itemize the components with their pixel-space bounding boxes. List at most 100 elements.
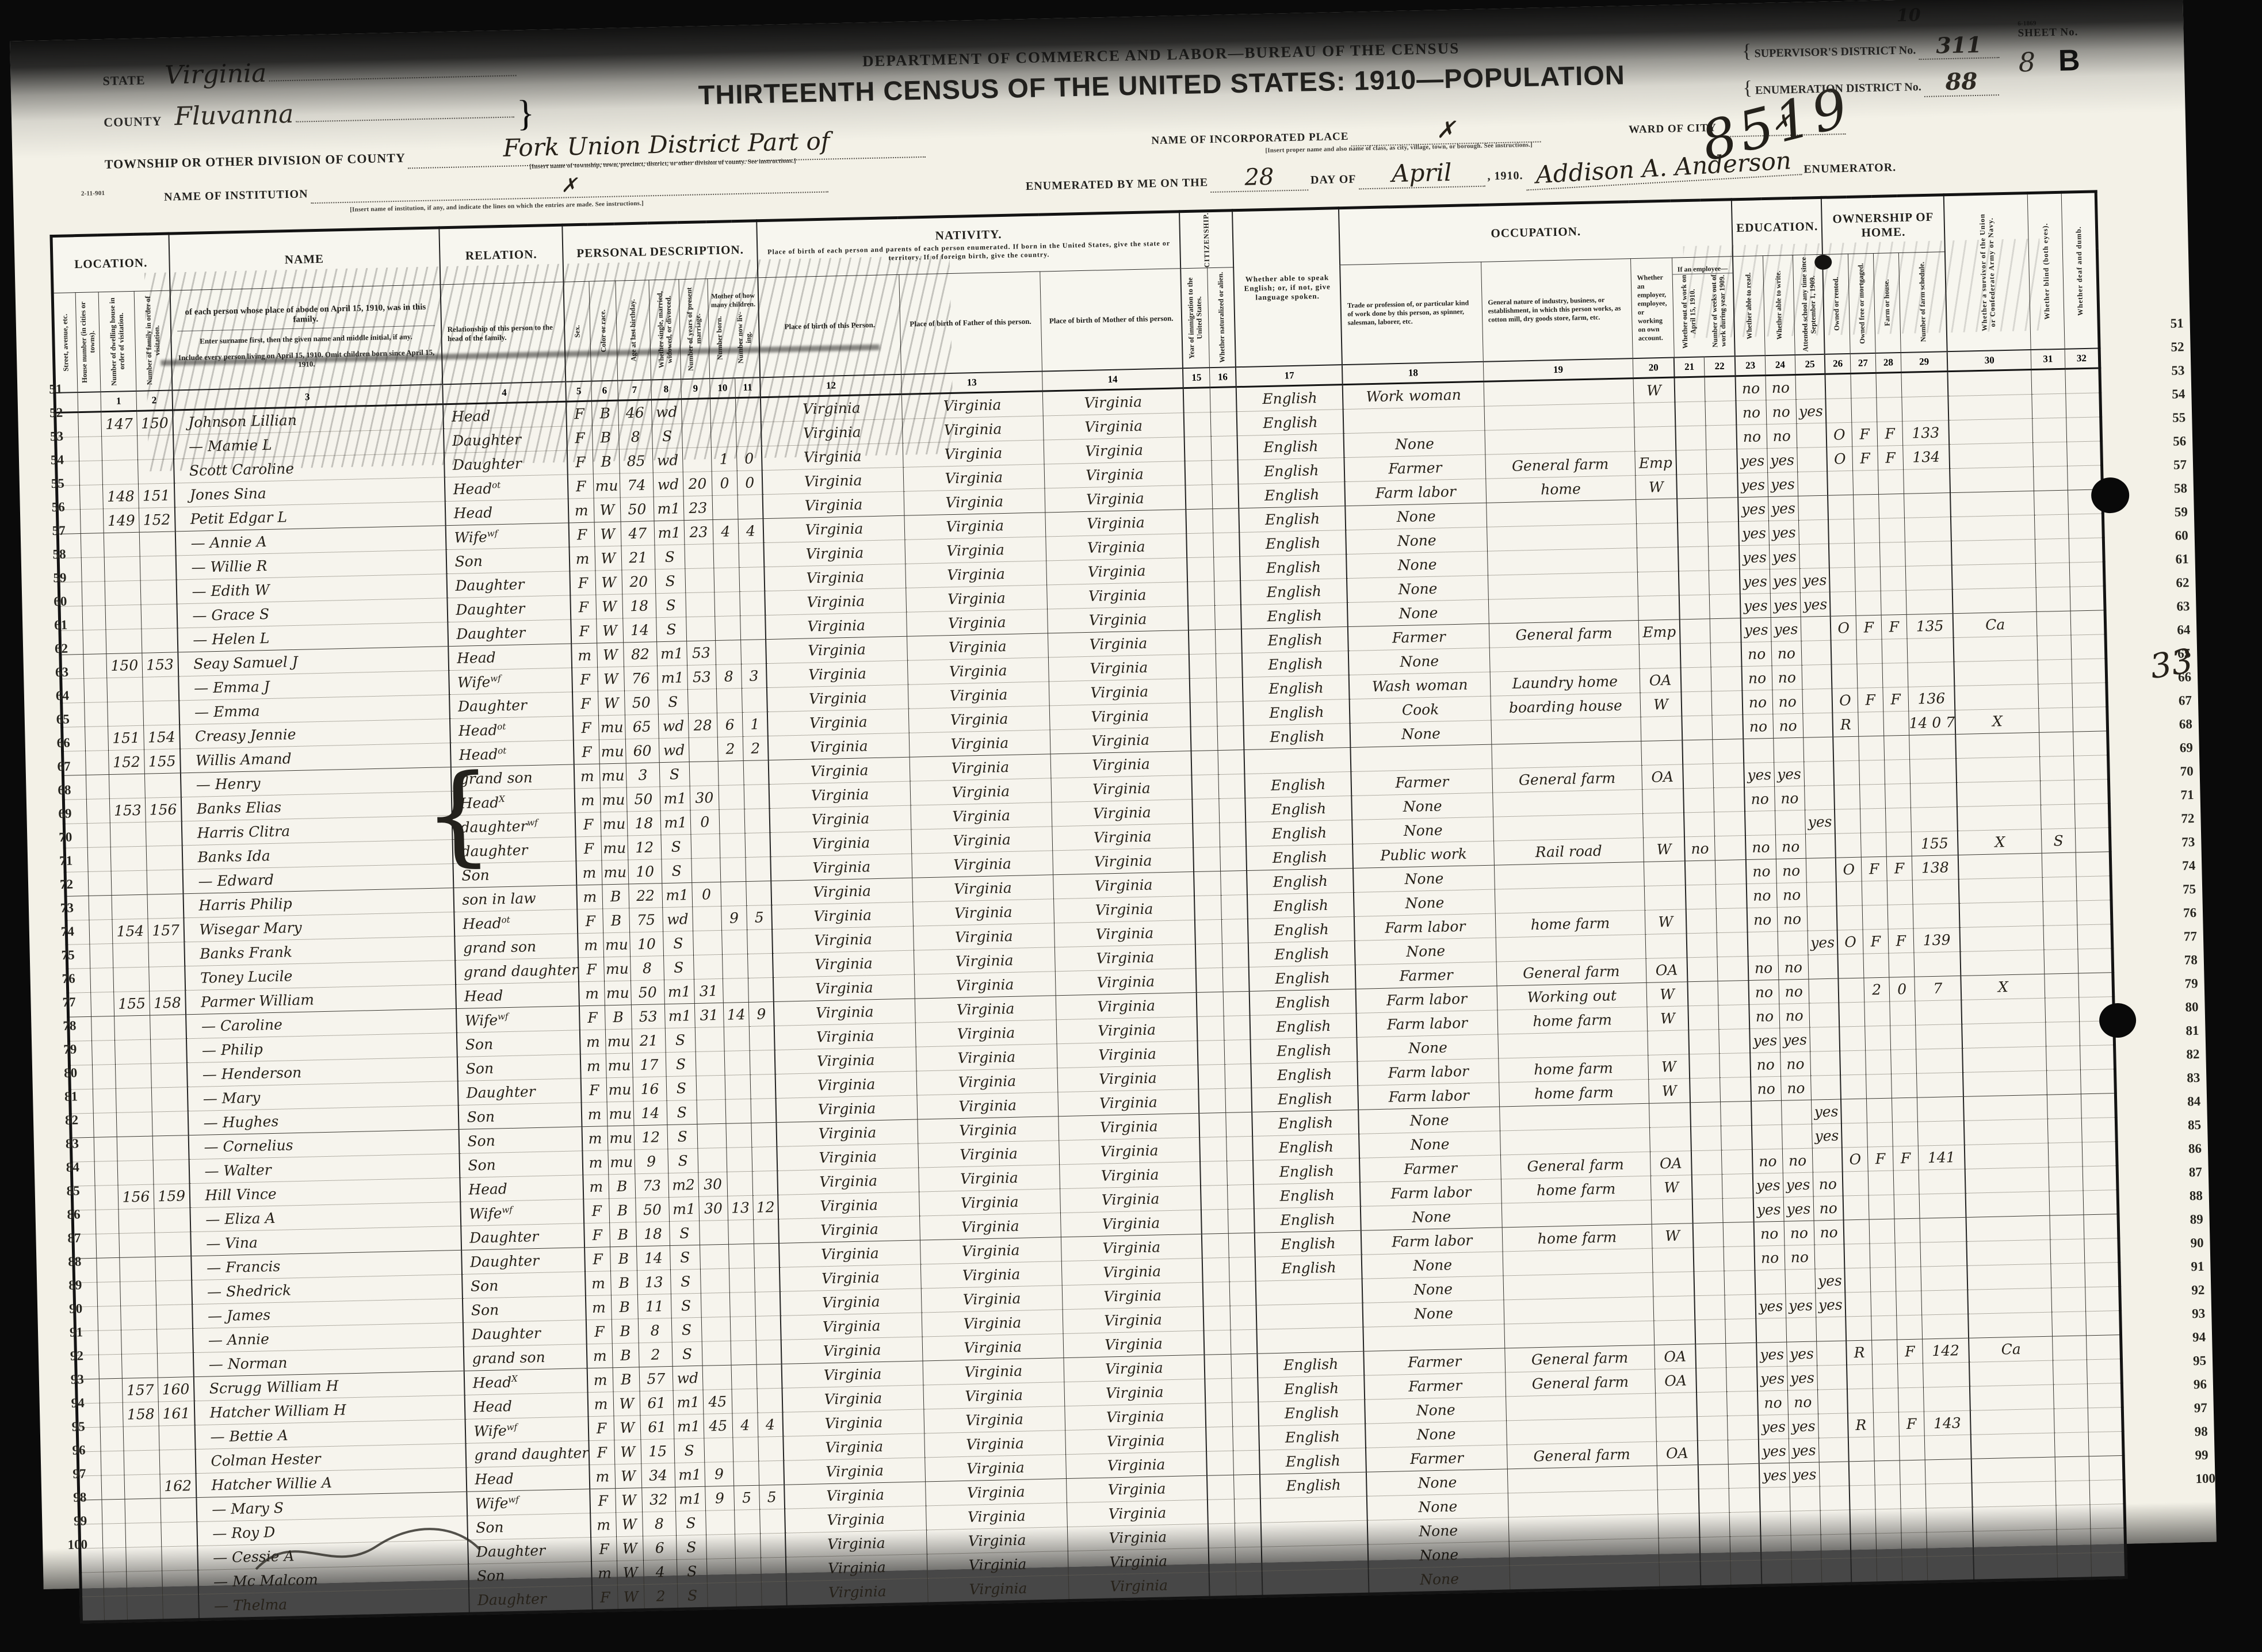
cell-cb: 14 bbox=[723, 1002, 750, 1027]
cell-family: 153 bbox=[142, 652, 178, 678]
cell-house bbox=[97, 1306, 121, 1331]
cell-outwork bbox=[1688, 1005, 1719, 1030]
cell-pobm: Virginia bbox=[1056, 1041, 1198, 1068]
line-number: 61 bbox=[54, 617, 68, 633]
cell-cl bbox=[738, 542, 765, 568]
cell-school bbox=[1820, 1509, 1851, 1535]
line-number: 64 bbox=[2177, 622, 2191, 637]
cell-yimm bbox=[1183, 387, 1210, 413]
cell-color: B bbox=[609, 1222, 637, 1247]
cell-industry bbox=[1508, 1538, 1659, 1566]
cell-yrs bbox=[706, 1558, 736, 1584]
cell-freemort: F bbox=[1862, 929, 1889, 954]
line-number: 85 bbox=[66, 1183, 80, 1198]
cell-dwelling bbox=[109, 774, 146, 799]
cell-sex: F bbox=[575, 812, 601, 837]
cell-relation: Son bbox=[462, 1295, 587, 1323]
cell-cb bbox=[726, 1147, 752, 1172]
cell-sched bbox=[1924, 1435, 1972, 1460]
cell-farmhouse: 0 bbox=[1889, 977, 1915, 1002]
cell-outwork bbox=[1692, 1222, 1724, 1248]
cell-trade: None bbox=[1365, 1396, 1507, 1424]
cell-employer: W bbox=[1645, 909, 1687, 935]
cell-weeks bbox=[1710, 618, 1741, 643]
cell-pobm: Virginia bbox=[1044, 485, 1186, 513]
cell-pob: Virginia bbox=[767, 709, 910, 736]
cell-pobm: Virginia bbox=[1054, 944, 1197, 972]
cell-color: B bbox=[609, 1198, 636, 1223]
cell-deaf bbox=[2065, 392, 2101, 418]
cell-write: no bbox=[1775, 834, 1806, 859]
cell-write: no bbox=[1776, 907, 1808, 932]
cell-sched bbox=[1920, 1265, 1968, 1291]
cell-house bbox=[78, 436, 102, 461]
line-number: 97 bbox=[2194, 1400, 2208, 1416]
cell-dwelling: 154 bbox=[112, 919, 148, 944]
cell-age: 10 bbox=[629, 931, 664, 957]
cell-yimm bbox=[1193, 847, 1221, 872]
cell-house bbox=[98, 1330, 122, 1355]
cell-color: mu bbox=[593, 473, 620, 499]
cell-weeks bbox=[1725, 1343, 1757, 1368]
cell-cl: 0 bbox=[736, 446, 763, 471]
cell-blind bbox=[2054, 1432, 2089, 1458]
cell-pobm: Virginia bbox=[1057, 1089, 1199, 1116]
cell-dwelling bbox=[124, 1450, 160, 1475]
line-number: 68 bbox=[58, 782, 71, 798]
cell-ownrent bbox=[1843, 1195, 1869, 1220]
cell-pobf: Virginia bbox=[913, 923, 1055, 951]
cell-industry bbox=[1488, 596, 1639, 624]
line-number: 99 bbox=[2195, 1447, 2208, 1463]
cell-school bbox=[1817, 1364, 1848, 1390]
cell-yrs bbox=[696, 1051, 725, 1076]
cell-vet bbox=[1957, 781, 2041, 807]
cell-write bbox=[1790, 1534, 1821, 1560]
cell-family bbox=[152, 1111, 189, 1137]
cell-vet bbox=[1951, 515, 2035, 541]
cell-write: no bbox=[1771, 665, 1802, 690]
cell-english: English bbox=[1237, 433, 1344, 460]
cell-employer bbox=[1637, 546, 1679, 572]
cell-blind bbox=[2056, 1504, 2091, 1529]
cell-vet bbox=[1959, 901, 2044, 928]
cell-farmhouse: F bbox=[1877, 445, 1904, 471]
cell-weeks bbox=[1721, 1149, 1753, 1175]
cell-read: no bbox=[1754, 1245, 1785, 1271]
cell-blind bbox=[2033, 466, 2068, 491]
cell-relation: Son bbox=[468, 1561, 593, 1589]
cell-trade: Farm labor bbox=[1356, 1009, 1498, 1038]
cell-nat bbox=[1212, 484, 1239, 509]
cell-trade: None bbox=[1358, 1106, 1500, 1134]
cell-cb bbox=[733, 1461, 759, 1486]
cell-ownrent bbox=[1839, 1026, 1866, 1051]
cell-industry bbox=[1502, 1248, 1653, 1276]
line-number: 86 bbox=[67, 1207, 81, 1222]
cell-industry bbox=[1491, 741, 1642, 769]
cell-freemort bbox=[1853, 494, 1879, 519]
line-number: 51 bbox=[49, 381, 63, 397]
cell-industry bbox=[1494, 862, 1645, 890]
cell-english: English bbox=[1259, 1424, 1366, 1451]
cell-ownrent bbox=[1844, 1243, 1870, 1268]
cell-pobm: Virginia bbox=[1064, 1403, 1206, 1431]
cell-relation: grand daughter bbox=[465, 1440, 590, 1468]
line-number: 100 bbox=[2195, 1471, 2216, 1486]
line-number: 79 bbox=[63, 1042, 77, 1057]
cell-cl: 12 bbox=[752, 1195, 779, 1220]
cell-house bbox=[95, 1233, 120, 1259]
cell-english: English bbox=[1249, 965, 1356, 992]
cell-marital: m1 bbox=[664, 979, 695, 1004]
cell-pobm: Virginia bbox=[1060, 1210, 1202, 1237]
cell-read: no bbox=[1747, 907, 1778, 932]
cell-yrs bbox=[681, 398, 711, 424]
cell-english: English bbox=[1237, 457, 1345, 484]
cell-english: English bbox=[1251, 1061, 1358, 1088]
cell-deaf bbox=[2069, 586, 2106, 611]
cell-school bbox=[1818, 1413, 1849, 1438]
cell-cb bbox=[724, 1050, 750, 1076]
cell-yimm bbox=[1194, 895, 1222, 920]
cell-color: W bbox=[598, 690, 625, 716]
cell-freemort: F bbox=[1861, 856, 1887, 882]
cell-school bbox=[1821, 1558, 1852, 1584]
cell-yimm bbox=[1202, 1233, 1229, 1259]
